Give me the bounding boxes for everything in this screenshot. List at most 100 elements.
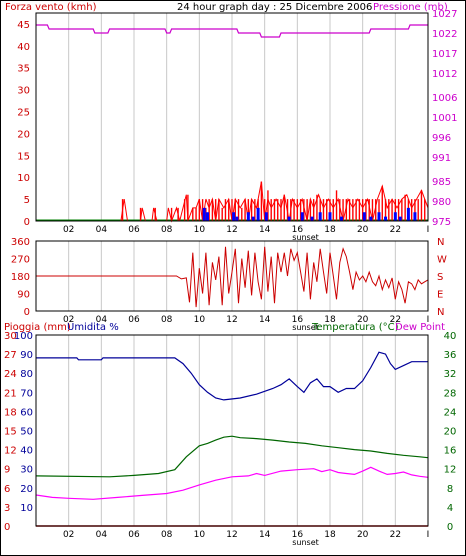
wind-pressure-x-tick-label: 12: [226, 225, 237, 235]
pressure-line: [36, 24, 428, 38]
dewpoint-axis-title: Dew Point: [395, 322, 445, 333]
wind-direction-x-tick-label: I: [427, 315, 430, 325]
temperature-y-tick-label: 36: [444, 350, 457, 361]
wind-pressure-x-tick-label: 18: [324, 225, 336, 235]
wind-pressure-x-tick-label: 08: [161, 225, 173, 235]
gust-bar: [264, 212, 268, 221]
temperature-y-tick-label: 32: [444, 369, 457, 380]
climate-x-tick-label: 16: [292, 530, 304, 540]
temperature-line: [35, 435, 429, 478]
gust-bar: [235, 216, 239, 221]
wind-pressure-grid: [68, 13, 396, 221]
temperature-y-tick-label: 4: [447, 503, 453, 514]
temperature-y-tick-label: 0: [447, 522, 453, 533]
wind-pressure-x-tick-label: 16: [292, 225, 304, 235]
humidity-y-tick-label: 80: [20, 369, 33, 380]
pressure-y-tick-label: 1012: [432, 69, 457, 80]
rain-y-tick-label: 27: [4, 350, 17, 361]
wind-direction-frame: [35, 240, 429, 312]
wind-pressure-x-tick-label: 02: [63, 225, 74, 235]
wind-pressure-series: [36, 24, 429, 223]
temperature-y-tick-label: 12: [444, 465, 457, 476]
wind-y-tick-label: 40: [17, 42, 30, 53]
wind-pressure-x-tick-label: 10: [194, 225, 206, 235]
wind-y-tick-label: 25: [17, 108, 30, 119]
climate-x-tick-label: 02: [63, 530, 74, 540]
pressure-axis-title: Pressione (mb): [373, 2, 448, 13]
wind-pressure-x-tick-label: 20: [357, 225, 369, 235]
wind-pressure-x-tick-label: I: [427, 225, 430, 235]
wind-direction-x-tick-label: 10: [194, 315, 206, 325]
climate-axis-labels: 02 04 06 08 10 12 14 16 18 20 22 Isunset03691215182…: [4, 331, 456, 547]
gust-bar: [384, 216, 388, 221]
gust-bar: [369, 216, 373, 221]
gust-bar: [328, 212, 332, 221]
direction-y-tick-label: 270: [11, 255, 30, 266]
gust-bar: [406, 207, 410, 221]
humidity-y-tick-label: 50: [20, 427, 33, 438]
compass-label: W: [437, 255, 447, 266]
gust-bar: [202, 207, 206, 221]
rain-y-tick-label: 18: [4, 407, 17, 418]
humidity-y-tick-label: 10: [20, 503, 33, 514]
pressure-y-tick-label: 996: [432, 133, 451, 144]
climate-x-tick-label: 12: [226, 530, 237, 540]
wind-y-tick-label: 5: [24, 195, 30, 206]
pressure-y-tick-label: 1001: [432, 113, 457, 124]
gust-bar: [318, 212, 322, 221]
gust-bar: [256, 207, 260, 221]
rain-y-tick-label: 21: [4, 388, 17, 399]
rain-y-tick-label: 30: [4, 331, 17, 342]
temperature-axis-title: Temperatura (°C): [311, 322, 399, 333]
pressure-y-tick-label: 1006: [432, 93, 457, 104]
wind-direction-x-tick-label: 18: [324, 315, 336, 325]
wind-pressure-sunset-label: sunset: [292, 233, 319, 242]
direction-y-tick-label: 180: [11, 272, 30, 283]
humidity-y-tick-label: 20: [20, 484, 33, 495]
climate-x-tick-label: 10: [194, 530, 206, 540]
humidity-axis-title: Umidita %: [67, 322, 119, 333]
climate-x-tick-label: 06: [128, 530, 140, 540]
gust-bar: [232, 212, 236, 221]
gust-bar: [362, 212, 366, 221]
temperature-y-tick-label: 24: [444, 407, 457, 418]
rain-y-tick-label: 0: [4, 522, 10, 533]
temperature-y-tick-label: 16: [444, 446, 457, 457]
wind-direction-x-tick-label: 12: [226, 315, 237, 325]
wind-pressure-axis-labels: 02 04 06 08 10 12 14 16 18 20 22 Isunset05101520253…: [17, 9, 457, 242]
wind-y-tick-label: 0: [24, 217, 30, 228]
climate-frame: [35, 334, 429, 527]
wind-y-tick-label: 20: [17, 129, 30, 140]
humidity-y-tick-label: 40: [20, 446, 33, 457]
direction-y-tick-label: 0: [24, 307, 30, 318]
gust-bar: [398, 216, 402, 221]
humidity-line: [36, 351, 428, 401]
humidity-y-tick-label: 60: [20, 407, 33, 418]
gust-bar: [246, 212, 250, 221]
dewpoint-line: [35, 466, 429, 500]
compass-label: S: [437, 272, 443, 283]
gust-bar: [393, 212, 397, 221]
wind-direction-line: [36, 246, 429, 308]
pressure-y-tick-label: 975: [432, 217, 451, 228]
pressure-y-tick-label: 1017: [432, 49, 457, 60]
rain-y-tick-label: 6: [4, 484, 10, 495]
rain-y-tick-label: 9: [4, 465, 10, 476]
humidity-y-tick-label: 100: [14, 331, 33, 342]
pressure-y-tick-label: 1022: [432, 29, 457, 40]
climate-grid: [68, 335, 396, 526]
wind-y-tick-label: 30: [17, 86, 30, 97]
compass-label: N: [437, 237, 444, 248]
wind-direction-x-tick-label: 20: [357, 315, 369, 325]
wind-direction-x-tick-label: 14: [259, 315, 271, 325]
pressure-y-tick-label: 991: [432, 153, 451, 164]
wind-y-tick-label: 45: [17, 20, 30, 31]
wind-direction-x-tick-label: 06: [128, 315, 140, 325]
wind-y-tick-label: 15: [17, 151, 30, 162]
wind-direction-x-tick-label: 04: [96, 315, 108, 325]
compass-label: E: [437, 290, 443, 301]
rain-y-tick-label: 15: [4, 427, 17, 438]
